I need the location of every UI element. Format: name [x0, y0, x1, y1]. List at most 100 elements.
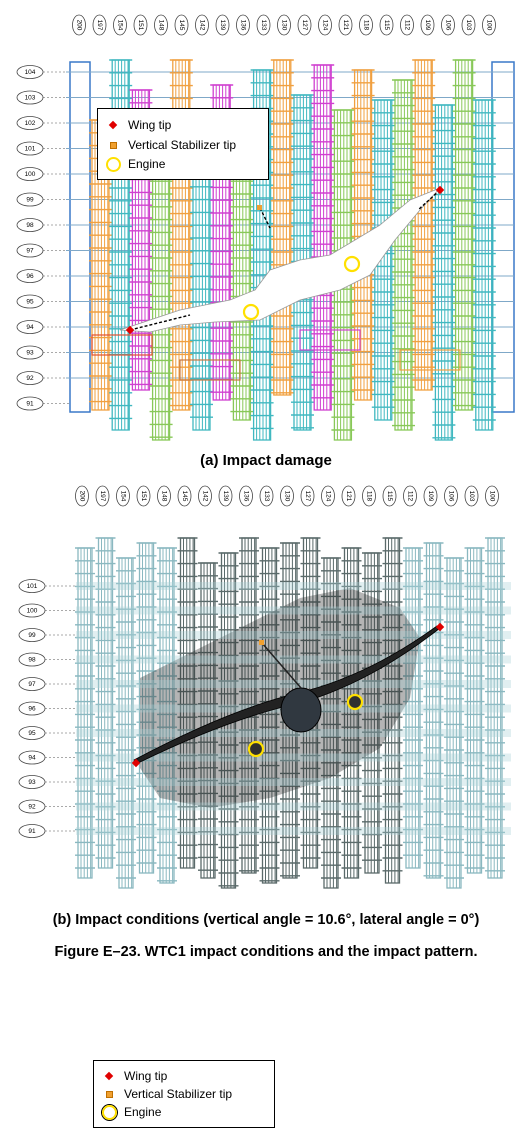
orange-square-icon: [109, 141, 117, 149]
column-label: 100: [485, 20, 492, 31]
column-label: 112: [406, 491, 413, 502]
floor-label-bubble: [16, 320, 44, 334]
panel-b-column-panel: [464, 547, 485, 874]
panel-b-column-panel: [95, 537, 116, 869]
floor-label: 101: [25, 146, 36, 153]
column-label-bubble: [75, 485, 89, 507]
floor-label: 104: [25, 69, 36, 76]
panel-b-column-panel: [444, 557, 464, 889]
panel-a-column-panel: [412, 59, 436, 391]
floor-band: [76, 802, 511, 811]
column-label: 154: [119, 491, 126, 502]
column-label-bubble: [218, 485, 233, 507]
column-label-bubble: [420, 14, 435, 36]
column-label: 197: [99, 491, 106, 502]
column-label: 200: [78, 491, 85, 502]
impact-damage-diagram: 200 197 154 151 148 145 142 139 136 133 130 127 124 1…: [16, 14, 515, 441]
floor-label: 91: [26, 401, 34, 408]
floor-label-bubble: [18, 652, 46, 667]
column-label: 124: [321, 20, 328, 31]
panel-b-column-panel: [341, 547, 362, 879]
column-label: 121: [342, 20, 349, 31]
legend-b-wing-tip: Wing tip: [94, 1068, 167, 1084]
column-label-bubble: [321, 485, 335, 507]
column-label-bubble: [133, 14, 148, 36]
lower-band: [399, 349, 461, 371]
column-label: 151: [137, 20, 144, 31]
column-label: 109: [427, 491, 434, 502]
column-label: 115: [383, 20, 390, 31]
impact-conditions-panel: 200 197 154 151 148 145 142 139 136 133 130 127 124 1…: [0, 478, 532, 1128]
panel-b-column-panel: [177, 537, 198, 869]
column-label-bubble: [277, 14, 291, 36]
column-label-bubble: [256, 14, 271, 36]
floor-label: 94: [28, 755, 36, 762]
panel-a-column-panel: [432, 104, 456, 441]
column-label-bubble: [382, 485, 397, 507]
column-label-bubble: [95, 485, 110, 507]
legend-b-stabilizer: Vertical Stabilizer tip: [94, 1086, 232, 1102]
column-label-bubble: [485, 485, 499, 507]
floor-label: 103: [25, 95, 36, 102]
column-label: 112: [403, 20, 410, 31]
floor-band: [76, 582, 511, 590]
column-label-bubble: [341, 485, 356, 507]
floor-label: 101: [27, 583, 38, 590]
panel-b-column-panel: [321, 557, 341, 889]
floor-band: [76, 655, 511, 664]
column-label: 121: [345, 491, 352, 502]
column-label: 130: [280, 20, 287, 31]
left-perimeter-face: [69, 61, 91, 413]
floor-label: 98: [28, 657, 36, 664]
aircraft-stabilizer: [261, 642, 302, 689]
column-label-bubble: [359, 14, 373, 36]
column-label-bubble: [198, 485, 212, 507]
column-label: 145: [181, 491, 188, 502]
floor-band: [76, 778, 511, 786]
column-label: 106: [444, 20, 451, 31]
panel-a-column-panel: [472, 99, 496, 431]
wing-tip-marker: [435, 185, 445, 195]
column-label-bubble: [300, 485, 315, 507]
aircraft-fuselage: [280, 687, 322, 733]
floor-label: 102: [25, 120, 36, 127]
column-label-bubble: [461, 14, 476, 36]
floor-label-bubble: [16, 345, 44, 360]
red-diamond-icon: [104, 1071, 114, 1081]
floor-label-bubble: [18, 726, 46, 740]
floor-label-bubble: [16, 65, 44, 79]
panel-b-column-panel: [116, 557, 136, 889]
wing-tip-path-left: [129, 314, 191, 331]
column-label-bubble: [441, 14, 455, 36]
floor-label: 100: [25, 171, 36, 178]
column-label-bubble: [116, 485, 130, 507]
panel-b-column-panel: [259, 547, 280, 884]
floor-band: [76, 827, 511, 835]
floor-band: [76, 729, 511, 737]
floor-label: 99: [26, 197, 34, 204]
column-label-bubble: [195, 14, 209, 36]
floor-label: 92: [26, 375, 34, 382]
floor-label-bubble: [18, 579, 46, 593]
panel-a-column-panel: [270, 59, 294, 396]
floor-band: [76, 631, 511, 639]
column-label: 136: [239, 20, 246, 31]
floor-label-bubble: [16, 396, 44, 411]
lower-band: [179, 359, 241, 381]
floor-label: 98: [26, 222, 34, 229]
column-label-bubble: [154, 14, 168, 36]
panel-b-column-panel: [485, 537, 505, 879]
panel-a-column-panel: [371, 99, 395, 421]
floor-label-bubble: [16, 90, 44, 105]
column-label: 133: [263, 491, 270, 502]
right-perimeter-face: [491, 61, 515, 413]
stabilizer-marker: [259, 640, 264, 645]
stabilizer-path: [259, 207, 271, 229]
column-label: 148: [160, 491, 167, 502]
floor-label-bubble: [16, 141, 44, 156]
panel-b-column-panel: [157, 547, 177, 884]
column-label-bubble: [318, 14, 332, 36]
floor-label: 95: [26, 299, 34, 306]
floor-label-bubble: [18, 628, 46, 642]
floor-label-bubble: [18, 677, 46, 691]
